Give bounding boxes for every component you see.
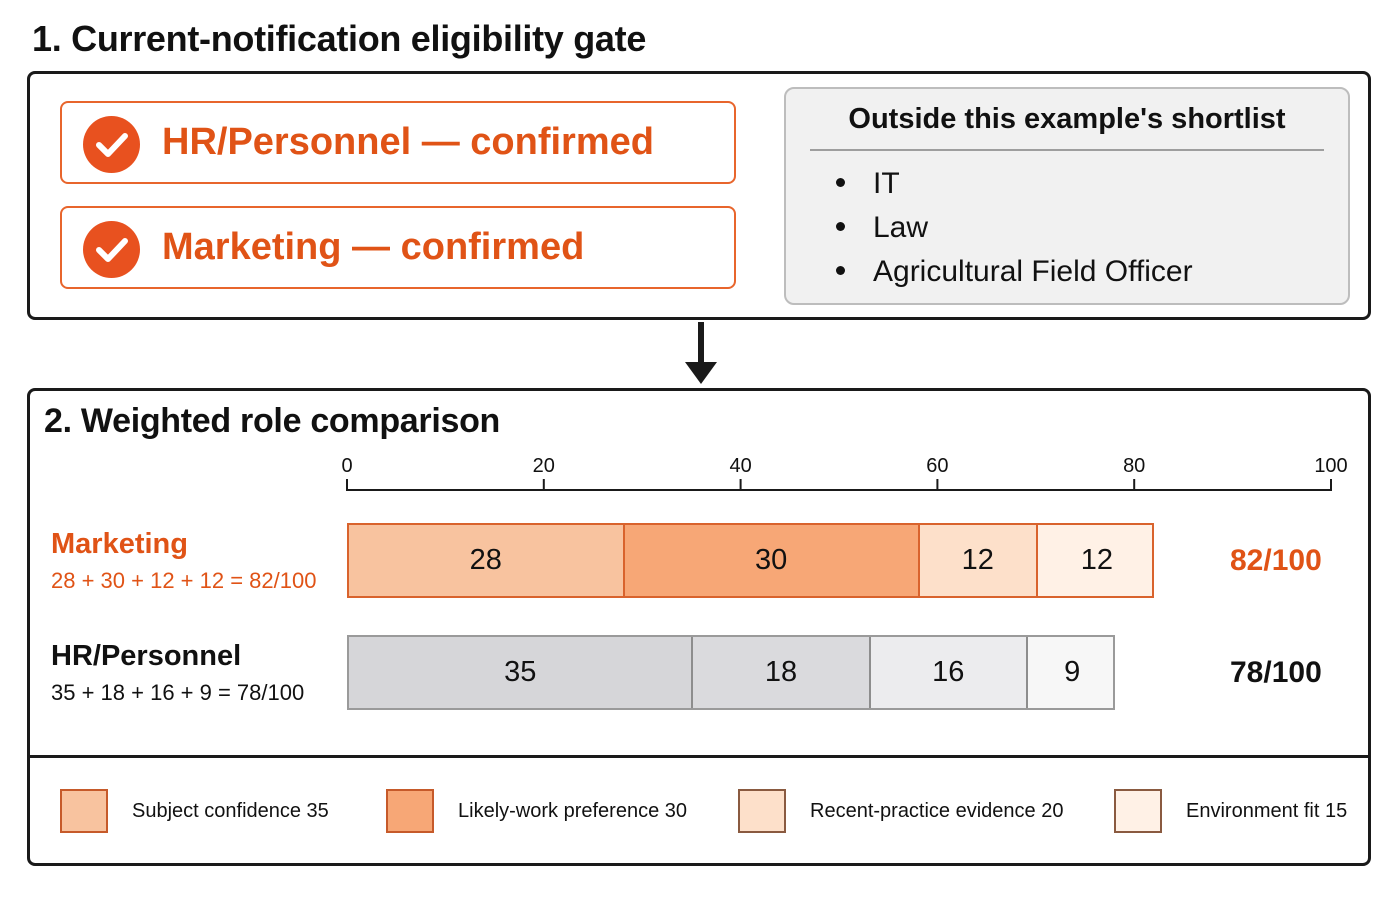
outside-item-label: Agricultural Field Officer (873, 255, 1193, 288)
bar-segment: 30 (624, 525, 920, 596)
bar-segment: 9 (1027, 637, 1113, 708)
outside-item-label: IT (873, 167, 900, 200)
confirmed-role-hr: HR/Personnel — confirmed (60, 101, 736, 184)
outside-item-label: Law (873, 211, 929, 244)
eligibility-gate-panel (27, 71, 1371, 320)
outside-shortlist-title: Outside this example's shortlist (848, 103, 1286, 135)
bullet-icon (836, 177, 845, 187)
check-circle-icon (83, 116, 140, 173)
axis-tick-label: 60 (926, 455, 948, 477)
stacked-bar-marketing: 28 30 12 12 (347, 523, 1154, 598)
stacked-bar-hr: 35 18 16 9 (347, 635, 1115, 710)
row-formula-marketing: 28 + 30 + 12 + 12 = 82/100 (51, 568, 317, 593)
axis-tick-label: 80 (1123, 455, 1145, 477)
outside-shortlist-list: IT Law Agricultural Field Officer (836, 167, 1193, 299)
list-item: IT (836, 167, 1193, 211)
legend-label: Recent-practice evidence 20 (810, 800, 1064, 822)
check-circle-icon (83, 221, 140, 278)
confirmed-role-marketing: Marketing — confirmed (60, 206, 736, 289)
legend-label: Environment fit 15 (1186, 800, 1348, 822)
legend-swatch (60, 789, 108, 833)
bar-segment: 12 (919, 525, 1038, 596)
legend-swatch (386, 789, 434, 833)
axis-tick-label: 20 (533, 455, 555, 477)
legend-label: Likely-work preference 30 (458, 800, 687, 822)
total-score-marketing: 82/100 (1230, 544, 1322, 577)
row-name-hr: HR/Personnel (51, 640, 242, 672)
comparison-panel (27, 388, 1371, 866)
axis-tick-label: 100 (1314, 455, 1347, 477)
bar-segment: 12 (1037, 525, 1152, 596)
bar-segment: 28 (349, 525, 625, 596)
bar-segment: 35 (349, 637, 694, 708)
bar-segment: 16 (870, 637, 1028, 708)
legend-divider (27, 755, 1371, 758)
divider (810, 149, 1324, 151)
gate-section-title: 1. Current-notification eligibility gate (32, 18, 647, 59)
comparison-section-title: 2. Weighted role comparison (44, 402, 501, 440)
total-score-hr: 78/100 (1230, 656, 1322, 689)
row-formula-hr: 35 + 18 + 16 + 9 = 78/100 (51, 680, 305, 705)
list-item: Law (836, 211, 1193, 255)
down-arrow-icon (685, 322, 717, 384)
axis-tick-label: 0 (341, 455, 352, 477)
list-item: Agricultural Field Officer (836, 255, 1193, 299)
bar-segment: 18 (693, 637, 871, 708)
legend-label: Subject confidence 35 (132, 800, 329, 822)
bullet-icon (836, 265, 845, 275)
confirmed-role-label: HR/Personnel — confirmed (162, 121, 654, 163)
row-name-marketing: Marketing (51, 528, 188, 560)
axis-tick-label: 40 (729, 455, 751, 477)
legend-swatch (738, 789, 786, 833)
confirmed-role-label: Marketing — confirmed (162, 226, 585, 268)
bullet-icon (836, 221, 845, 231)
legend-swatch (1114, 789, 1162, 833)
outside-shortlist-box: Outside this example's shortlist IT Law … (784, 87, 1350, 305)
